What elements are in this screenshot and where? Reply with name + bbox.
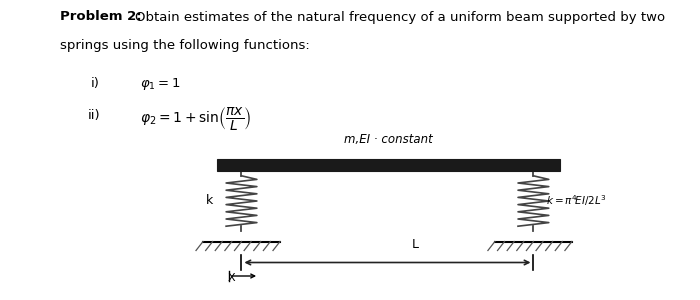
Text: L: L (412, 238, 419, 250)
Text: m,EI · constant: m,EI · constant (344, 133, 433, 146)
Text: $\varphi_2 = 1 + \sin\!\left(\dfrac{\pi x}{L}\right)$: $\varphi_2 = 1 + \sin\!\left(\dfrac{\pi … (140, 105, 251, 132)
Text: Obtain estimates of the natural frequency of a uniform beam supported by two: Obtain estimates of the natural frequenc… (135, 11, 665, 23)
Text: springs using the following functions:: springs using the following functions: (60, 39, 309, 52)
Text: i): i) (91, 76, 100, 89)
Text: $k{=}\pi^4\!EI/2L^3$: $k{=}\pi^4\!EI/2L^3$ (546, 194, 607, 208)
Text: k: k (206, 194, 214, 208)
Text: Problem 2:: Problem 2: (60, 11, 141, 23)
Text: $\varphi_1 = 1$: $\varphi_1 = 1$ (140, 76, 181, 92)
Text: X: X (228, 273, 235, 283)
Bar (217, 159, 560, 171)
Text: ii): ii) (88, 110, 100, 122)
